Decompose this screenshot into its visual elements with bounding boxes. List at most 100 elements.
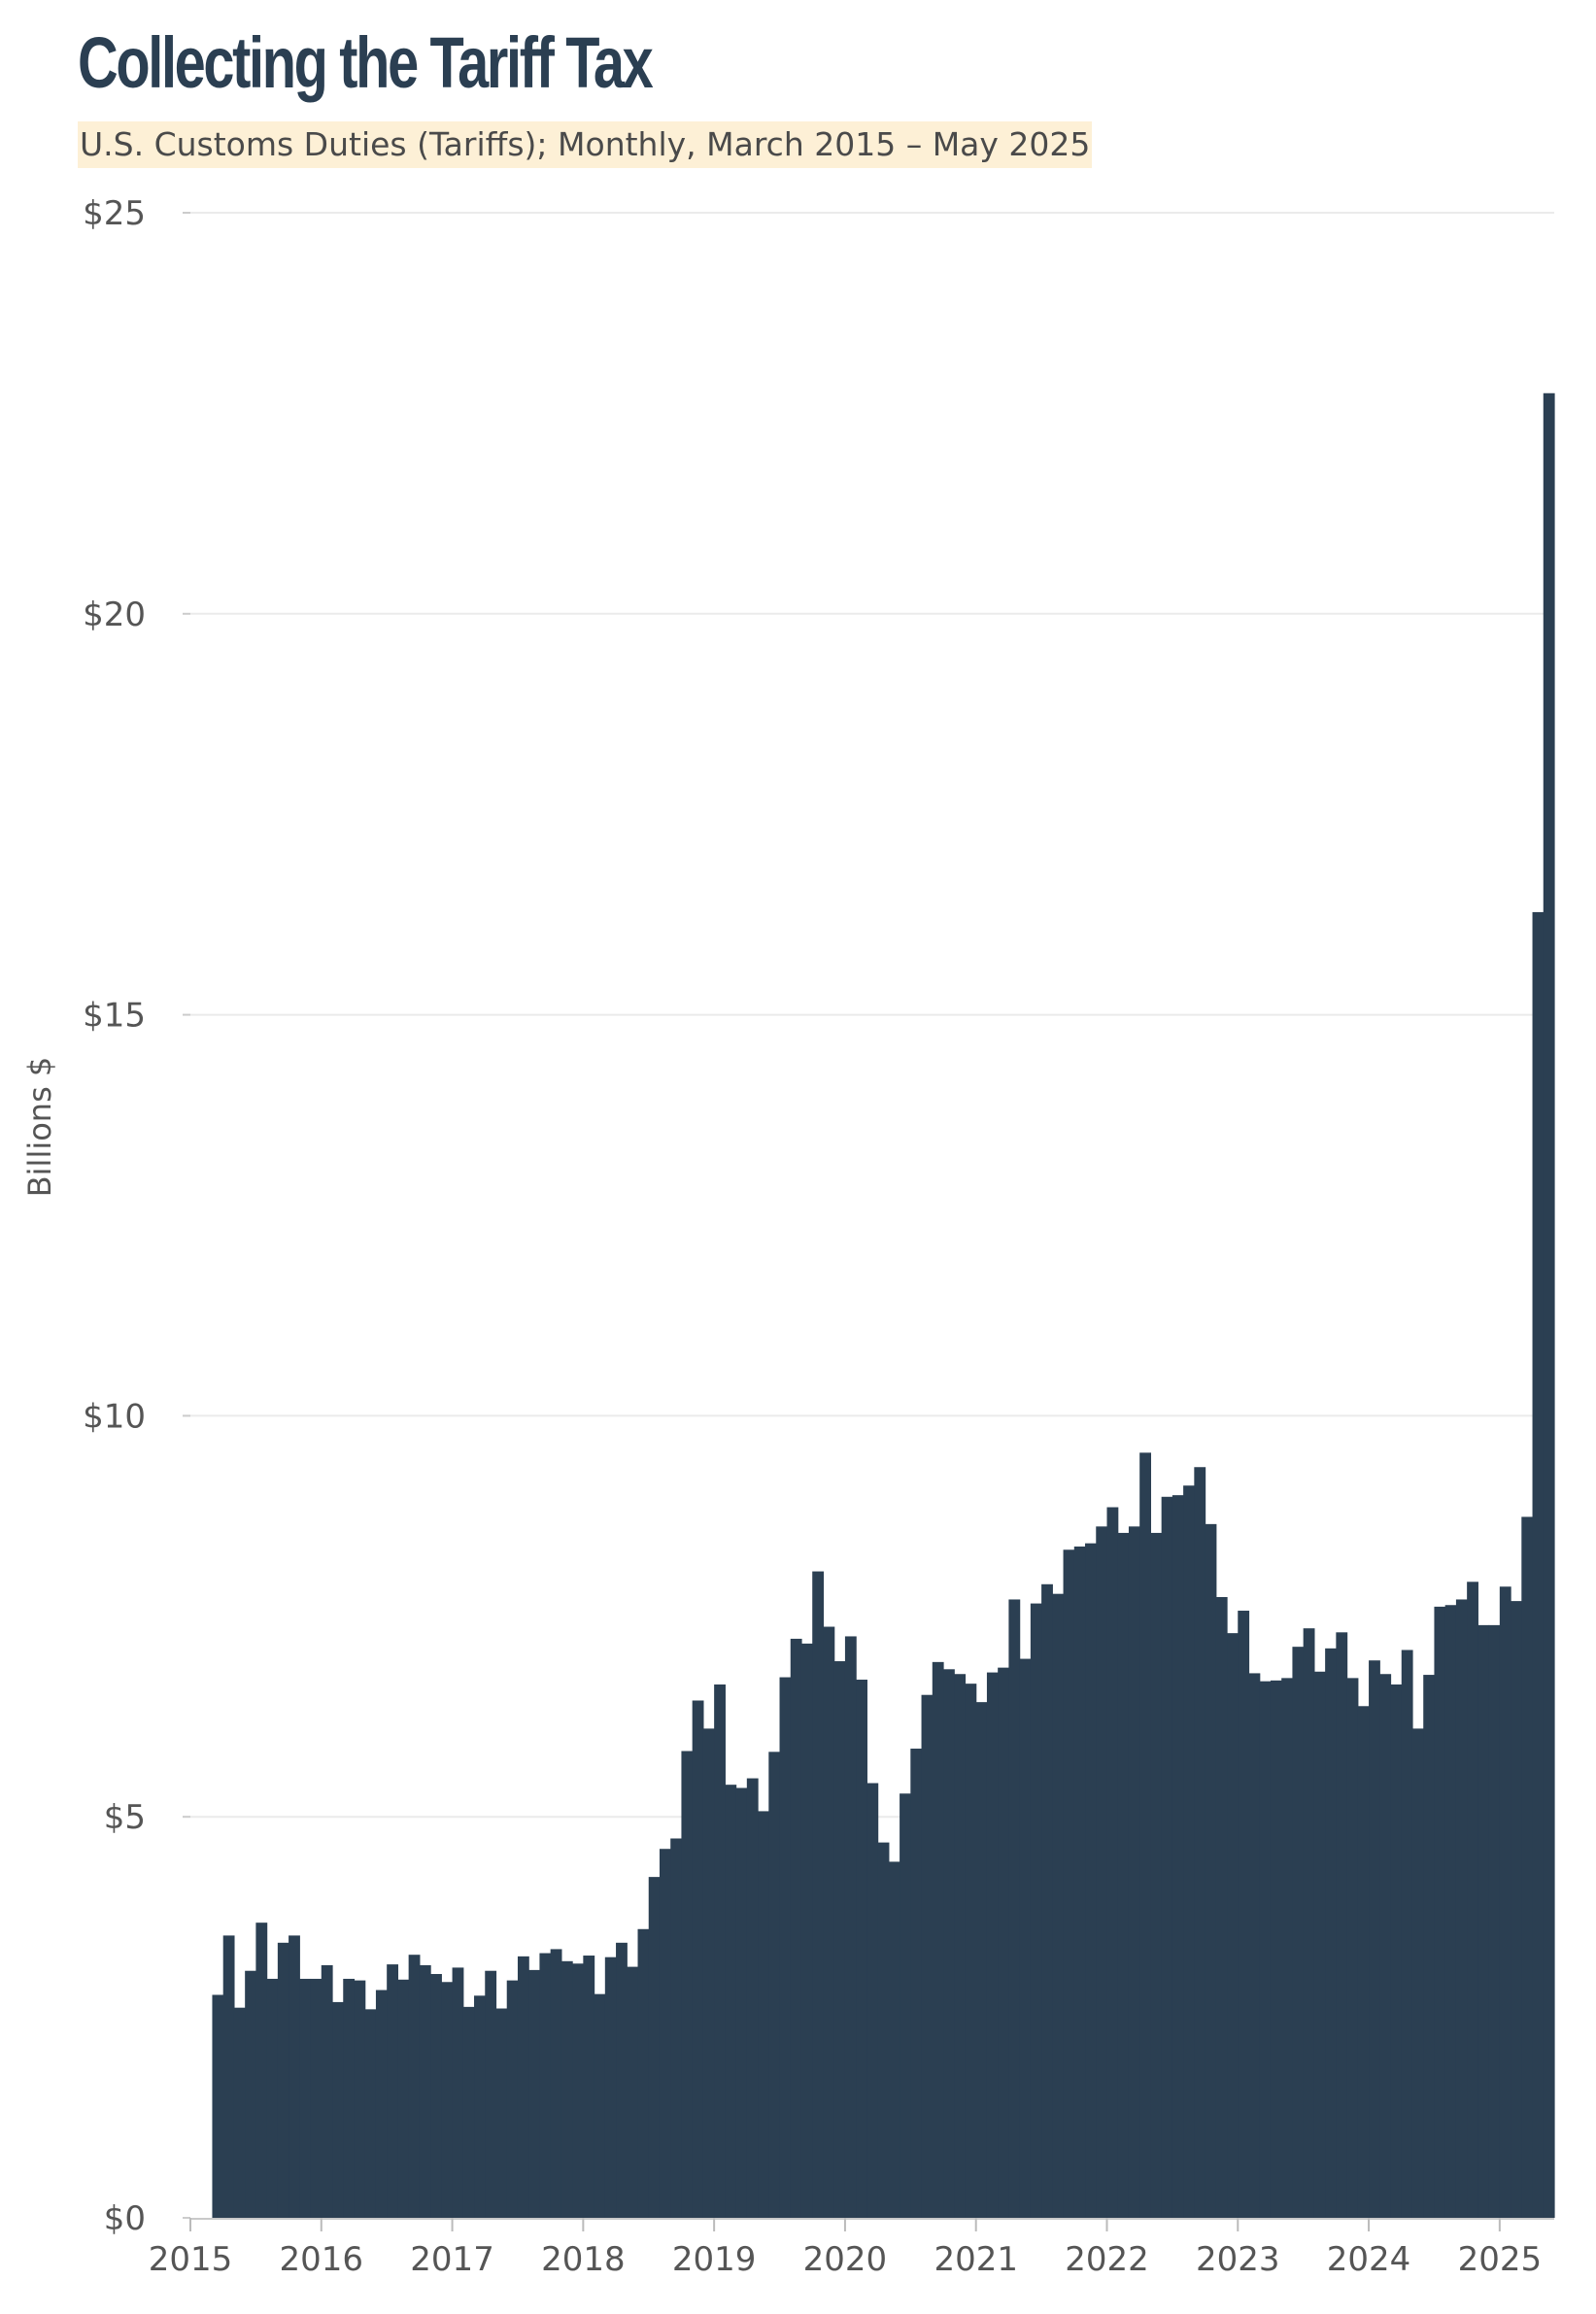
y-tick-label: $5 [104,1798,146,1837]
bar [485,1970,497,2218]
bar [1444,1605,1457,2218]
bar [1096,1526,1108,2218]
bar [572,1963,584,2218]
bar [648,1877,661,2218]
bar [1215,1596,1228,2218]
gridlines [190,212,1554,1819]
bar [986,1672,999,2218]
x-tick-label: 2018 [541,2240,626,2279]
bar [212,1994,224,2218]
bar [943,1669,955,2218]
axes: $0 $5 $10 $15 $20 $25 2015 2016 2017 2018 2019 2020… [83,194,1554,2279]
bar [1532,911,1545,2219]
bar [932,1661,944,2218]
bar [1227,1633,1239,2218]
chart-subtitle: U.S. Customs Duties (Tariffs); Monthly, … [78,121,1093,168]
bar [430,1974,442,2218]
bar [397,1979,410,2218]
bar [866,1783,879,2218]
bar [1379,1674,1392,2218]
bar [1052,1593,1065,2218]
bar [560,1960,573,2218]
bar [299,1978,312,2218]
bar [1205,1523,1217,2218]
bar [1150,1532,1163,2218]
bar [637,1928,650,2218]
bar [233,2007,246,2218]
bar [1488,1624,1501,2218]
bar [1019,1658,1032,2218]
x-tick-label: 2016 [280,2240,364,2279]
bar [1259,1681,1272,2218]
bar [1128,1526,1140,2218]
bar [998,1667,1009,2218]
bar [1423,1675,1436,2218]
bar [474,1995,486,2218]
x-tick-label: 2023 [1196,2240,1280,2279]
bar [1194,1467,1206,2218]
y-tick-label: $0 [104,2199,146,2238]
bar [1357,1706,1370,2218]
x-tick-label: 2015 [149,2240,233,2279]
bar [1041,1583,1053,2218]
bar [1161,1496,1173,2218]
bar [517,1956,529,2218]
bar [888,1861,900,2218]
bar [1117,1532,1130,2218]
bar [833,1661,846,2218]
bar [735,1787,748,2218]
bar [1270,1680,1282,2218]
bar [1467,1582,1478,2218]
bar [1401,1650,1413,2218]
bar [856,1680,867,2218]
x-tick-label: 2024 [1327,2240,1411,2279]
bar [1248,1673,1261,2218]
bar [1336,1632,1348,2218]
bar [692,1700,704,2218]
bar [1455,1599,1468,2218]
bar [670,1838,683,2218]
bar [1390,1684,1403,2218]
bar [1292,1647,1305,2218]
bar [975,1702,988,2218]
x-tick-label: 2022 [1065,2240,1149,2279]
bar [1346,1678,1359,2218]
bar [222,1935,235,2218]
bar [452,1967,464,2218]
bar [332,2001,344,2218]
bar [495,2008,508,2218]
bar [900,1793,911,2218]
bar [462,2006,475,2218]
bar [725,1785,737,2218]
bar [954,1674,967,2218]
bar [1172,1495,1184,2218]
bar [343,1978,356,2218]
chart-title: Collecting the Tariff Tax [78,22,654,103]
bar [419,1964,431,2218]
bar [1106,1507,1119,2218]
bar [255,1923,268,2218]
bar [965,1684,977,2218]
bar [627,1966,639,2218]
bar [616,1942,628,2218]
bar [364,2009,377,2218]
x-tick-label: 2021 [934,2240,1018,2279]
bar [812,1571,825,2218]
x-tick-label: 2025 [1458,2240,1543,2279]
y-axis-title: Billions $ [21,1057,58,1198]
bar [266,1978,279,2218]
bar [539,1953,552,2218]
bar [910,1749,923,2218]
x-tick-label: 2020 [803,2240,888,2279]
bar [1183,1485,1195,2218]
bar [289,1935,300,2218]
bar [1073,1546,1086,2218]
bar [1477,1624,1490,2218]
bar [1085,1543,1097,2218]
bar [790,1638,802,2218]
bar [1411,1728,1424,2218]
bar [583,1956,595,2218]
bar [310,1978,323,2218]
bar [702,1728,715,2218]
